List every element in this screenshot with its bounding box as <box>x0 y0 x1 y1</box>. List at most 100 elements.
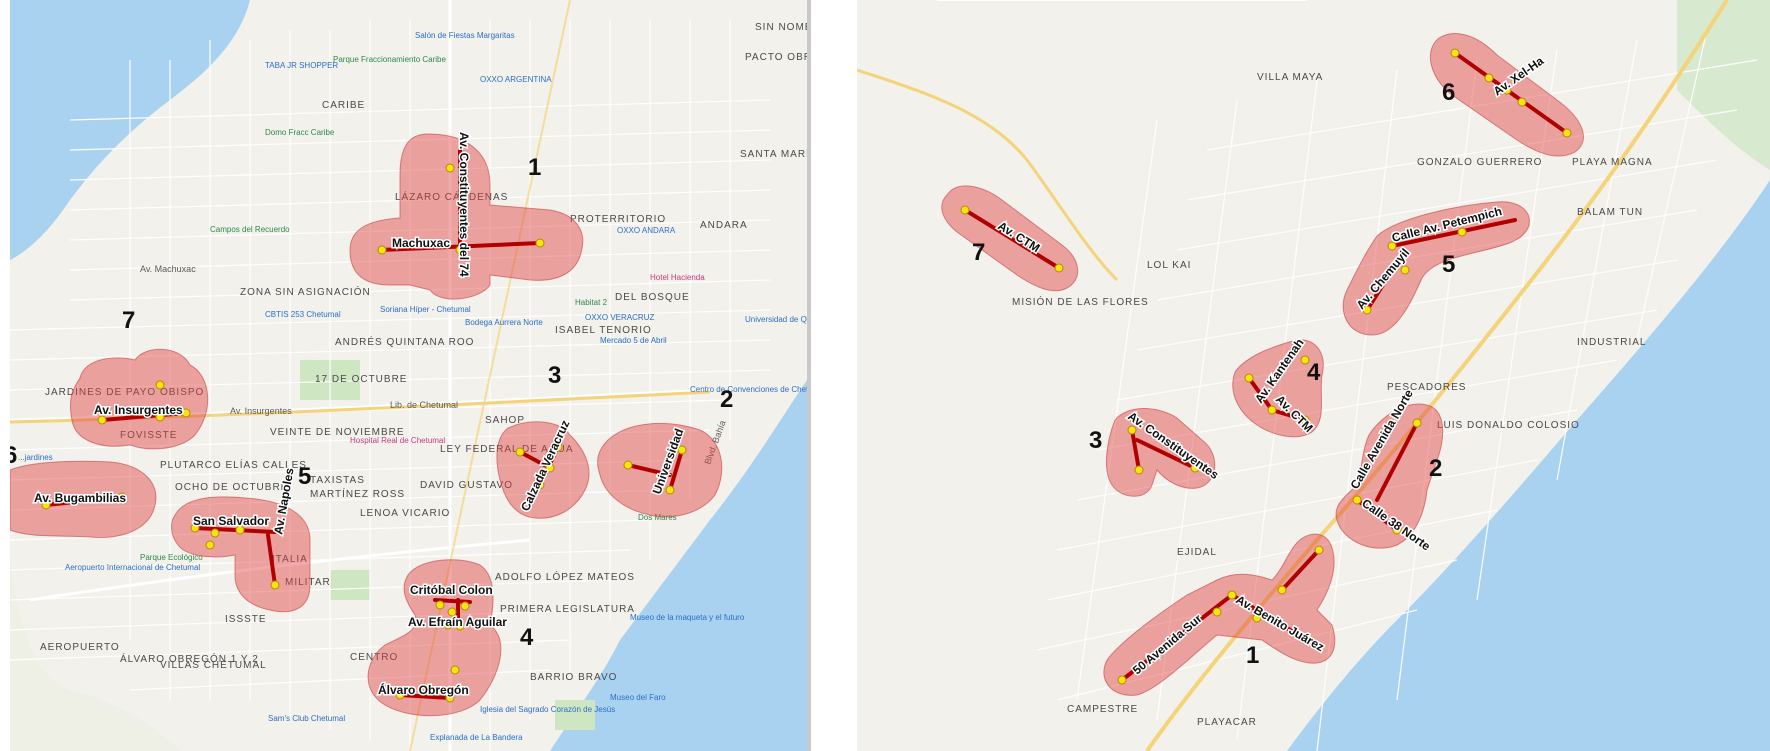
zone-2-stop <box>623 460 633 470</box>
r-zone-3-buffer[interactable]: Av. Constituyentes <box>1106 407 1223 497</box>
zone-3-stop <box>535 480 545 490</box>
r-zone-1-stop <box>1212 607 1222 617</box>
label-aeropuerto: AEROPUERTO <box>40 642 120 653</box>
zone-6-buffer[interactable]: Av. Bugambilias <box>10 460 157 539</box>
zone-4-axis-c <box>398 693 452 700</box>
green-area <box>1677 0 1770 170</box>
label-sahop: SAHOP <box>485 415 525 426</box>
r-zone-7-stop <box>1054 263 1064 273</box>
r-zone-6-stop <box>1562 128 1572 138</box>
poi-iglesia[interactable]: Iglesia del Sagrado Corazón de Jesús <box>480 705 615 714</box>
zone-2-axis-b <box>668 448 684 492</box>
r-zone-number-7: 7 <box>972 239 985 266</box>
zone-1-buffer[interactable]: Av. Constituyentes del 74 Machuxac <box>349 131 584 300</box>
label-ocho-oct: OCHO DE OCTUBRE <box>175 482 288 493</box>
park-area-2 <box>330 570 370 600</box>
zone-6-axis <box>44 495 124 507</box>
poi-centro-conv[interactable]: Centro de Convenciones de Chetumal <box>690 385 807 394</box>
r-zone-7-stop <box>960 205 970 215</box>
poi-soriana[interactable]: Soriana Híper - Chetumal <box>380 305 471 314</box>
zone-4-buffer[interactable]: Critóbal Colon Av. Efraín Aguilar Álvaro… <box>367 559 509 717</box>
zone-1-shape <box>349 133 584 300</box>
poi-parque-eco[interactable]: Parque Ecológico <box>140 553 203 562</box>
label-martinez: MARTÍNEZ ROSS <box>310 487 405 500</box>
left-map-canvas[interactable]: CARIBE LÁZARO CÁRDENAS PROTERRITORIO ZON… <box>10 0 807 751</box>
label-zona-sin: ZONA SIN ASIGNACIÓN <box>240 285 371 298</box>
label-issste: ISSSTE <box>225 614 267 625</box>
poi-ab-tabasco[interactable]: TABA JR SHOPPER <box>265 61 338 70</box>
r-zone-1-buffer[interactable]: 50 Avenida Sur Av. Benito Juárez <box>1103 533 1336 696</box>
label-isabel: ISABEL TENORIO <box>555 325 652 336</box>
poi-parque-caribe[interactable]: Parque Fraccionamiento Caribe <box>333 55 446 64</box>
poi-oxxo-veracruz[interactable]: OXXO VERACRUZ <box>585 313 654 322</box>
poi-salon-margaritas[interactable]: Salón de Fiestas Margaritas <box>415 31 515 40</box>
label-italia: ITALIA <box>272 554 308 565</box>
r-zone-2-stop <box>1412 418 1422 428</box>
poi-explanada[interactable]: Explanada de La Bandera <box>430 733 523 742</box>
poi-mercado[interactable]: Mercado 5 de Abril <box>600 336 667 345</box>
bay-water-south <box>550 380 807 751</box>
zone-3-stop <box>545 463 555 473</box>
poi-hospital[interactable]: Hospital Real de Chetumal <box>350 436 445 445</box>
zone-4-stop <box>447 607 457 617</box>
poi-aeropuerto-int[interactable]: Aeropuerto Internacional de Chetumal <box>65 563 200 572</box>
street-av-insurgentes: Av. Insurgentes <box>230 406 292 416</box>
sea-water <box>1287 180 1770 751</box>
poi-museo-faro[interactable]: Museo del Faro <box>610 693 666 702</box>
zone-1-stop <box>455 245 465 255</box>
r-zone-3-axis-h <box>1135 438 1197 470</box>
label-caribe: CARIBE <box>322 100 365 111</box>
poi-hotel-hacienda[interactable]: Hotel Hacienda <box>650 273 705 282</box>
r-zone-1-stop <box>1252 613 1262 623</box>
poi-habitat[interactable]: Habitat 2 <box>575 298 608 307</box>
r-zone-number-5: 5 <box>1442 251 1455 278</box>
zone-3-stop <box>515 447 525 457</box>
poi-domo[interactable]: Domo Fracc Caribe <box>265 128 335 137</box>
label-pescadores: PESCADORES <box>1387 382 1466 393</box>
zone-7-stop <box>97 415 107 425</box>
zone-2-buffer[interactable]: Universidad <box>597 423 723 518</box>
panel-divider <box>807 0 811 751</box>
r-zone-5-axis-b <box>1365 253 1404 312</box>
r-zone-6-stop <box>1484 73 1494 83</box>
route-label-machuxac: Machuxac <box>392 236 450 250</box>
zone-7-stop <box>155 412 165 422</box>
label-adolfo: ADOLFO LÓPEZ MATEOS <box>495 570 635 583</box>
r-zone-4-shape <box>1232 339 1324 438</box>
r-zone-1-stop <box>1117 675 1127 685</box>
zone-7-stop <box>181 408 191 418</box>
zone-5-buffer[interactable]: San Salvador Av. Napoles <box>171 465 311 613</box>
r-zone-2-buffer[interactable]: Calle Avenida Norte Calle 38 Norte <box>1335 385 1444 555</box>
zone-3-buffer[interactable]: Calzada Veracruz <box>496 416 590 519</box>
label-taxistas: TAXISTAS <box>310 475 365 486</box>
label-santa-maria: SANTA MARÍA <box>740 147 807 160</box>
r-zone-3-axis-v <box>1130 428 1141 472</box>
right-map-panel[interactable]: VILLA MAYA EJIDAL PLAYACAR GONZALO GUERR… <box>857 0 1770 751</box>
r-zone-5-buffer[interactable]: Calle Av. Petempich Av. Chemuyil <box>1342 201 1530 336</box>
label-david: DAVID GUSTAVO <box>420 480 513 491</box>
zone-7-shape <box>69 348 209 450</box>
poi-jardines-abbr[interactable]: ...jardines <box>18 453 53 462</box>
poi-bodega[interactable]: Bodega Aurrera Norte <box>465 318 543 327</box>
poi-oxxo-andara[interactable]: OXXO ANDARA <box>617 226 676 235</box>
label-andara: ANDARA <box>700 220 748 231</box>
poi-univ-qroo[interactable]: Universidad de Quintana Roo <box>745 315 807 324</box>
poi-sams[interactable]: Sam's Club Chetumal <box>268 714 345 723</box>
right-map-canvas[interactable]: VILLA MAYA EJIDAL PLAYACAR GONZALO GUERR… <box>857 0 1770 751</box>
label-alvaro-col: ÁLVARO OBREGÓN 1 Y 2 <box>120 652 259 665</box>
r-zone-4-stop <box>1267 405 1277 415</box>
zone-5-stop <box>270 580 280 590</box>
r-zone-4-buffer[interactable]: Av. Kantenah Av. CTM <box>1232 334 1324 438</box>
left-map-panel[interactable]: CARIBE LÁZARO CÁRDENAS PROTERRITORIO ZON… <box>10 0 807 751</box>
zone-5-stop <box>205 540 215 550</box>
land-southwest <box>10 560 180 751</box>
poi-museo[interactable]: Museo de la maqueta y el futuro <box>630 613 745 622</box>
r-zone-2-axis-a <box>1375 421 1419 502</box>
poi-cbtis[interactable]: CBTIS 253 Chetumal <box>265 310 341 319</box>
poi-campos-recuerdo[interactable]: Campos del Recuerdo <box>210 225 290 234</box>
poi-oxxo-argentina[interactable]: OXXO ARGENTINA <box>480 75 552 84</box>
poi-dos-mares[interactable]: Dos Mares <box>638 513 677 522</box>
r-zone-1-axis-c <box>1280 548 1321 592</box>
zone-7-buffer[interactable]: Av. Insurgentes <box>69 348 209 450</box>
r-zone-6-stop <box>1517 97 1527 107</box>
